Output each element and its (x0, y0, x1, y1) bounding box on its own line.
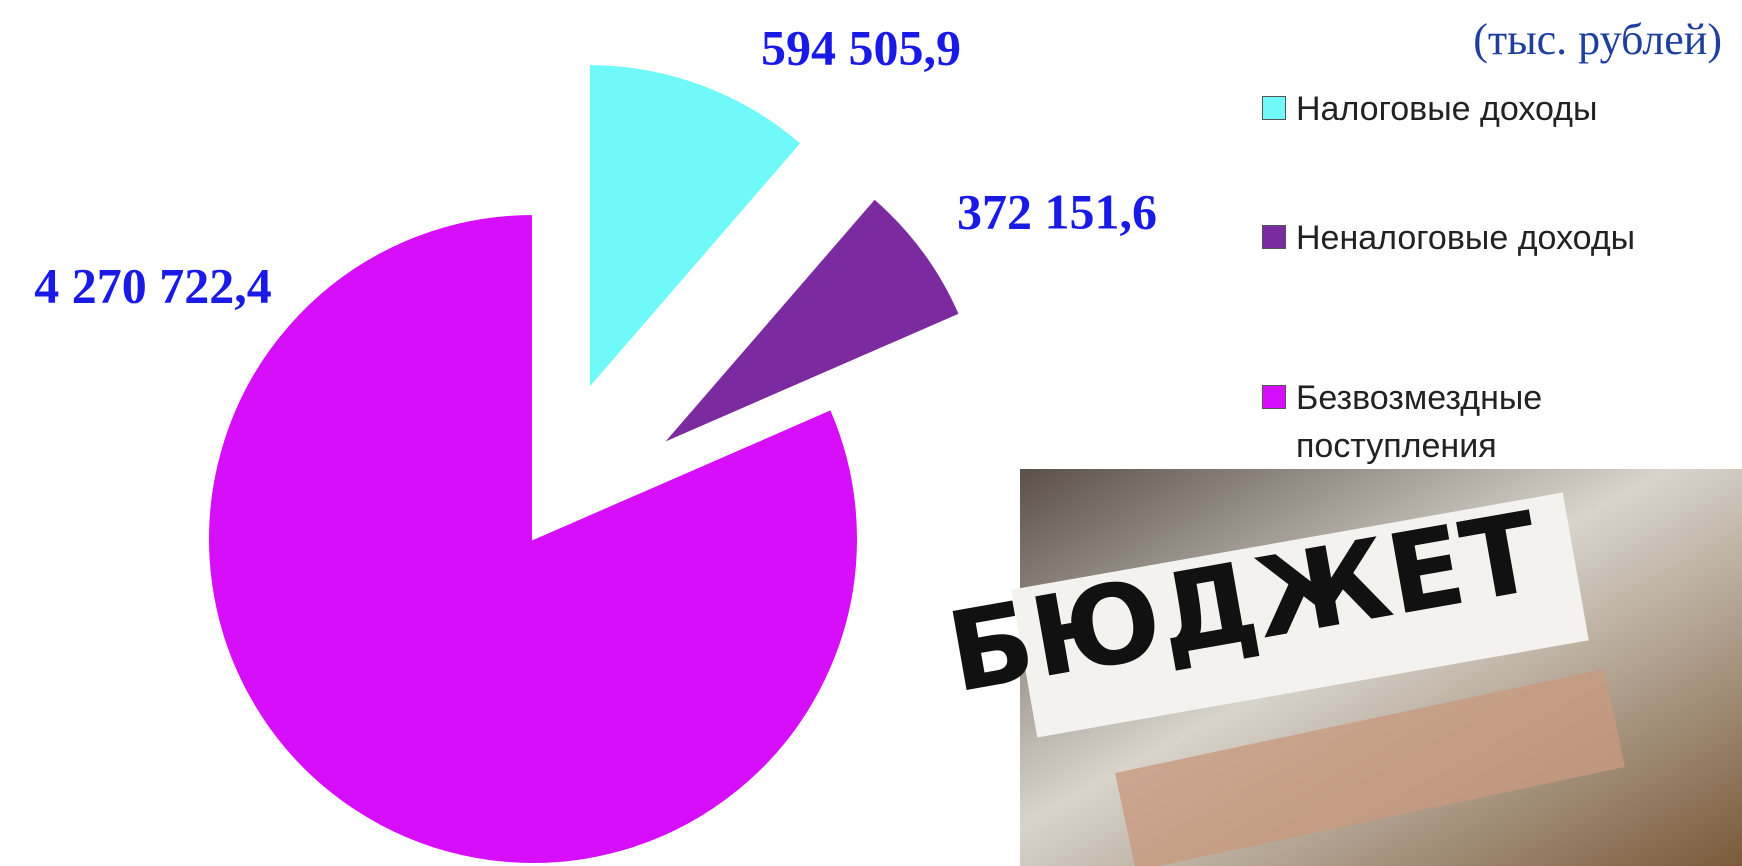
sign (1011, 492, 1589, 738)
data-label: 594 505,9 (761, 19, 961, 75)
legend-item: Налоговые доходы (1262, 86, 1597, 134)
legend-item: Неналоговые доходы (1262, 215, 1635, 263)
pie-slice (661, 196, 962, 446)
legend-swatch (1262, 96, 1286, 120)
legend-label: Неналоговые доходы (1296, 219, 1636, 257)
legend-label: Налоговые доходы (1296, 90, 1598, 128)
data-label: 4 270 722,4 (34, 257, 272, 313)
data-label: 372 151,6 (957, 183, 1157, 239)
legend-label: Безвозмездные поступления (1296, 379, 1543, 465)
banknotes (1115, 669, 1625, 866)
legend-item: Безвозмездные поступления (1262, 375, 1616, 470)
legend-swatch (1262, 385, 1286, 409)
pie-slice (587, 63, 803, 392)
legend-swatch (1262, 225, 1286, 249)
chart-subtitle: (тыс. рублей) (1473, 15, 1722, 64)
pie-slice (207, 212, 859, 865)
